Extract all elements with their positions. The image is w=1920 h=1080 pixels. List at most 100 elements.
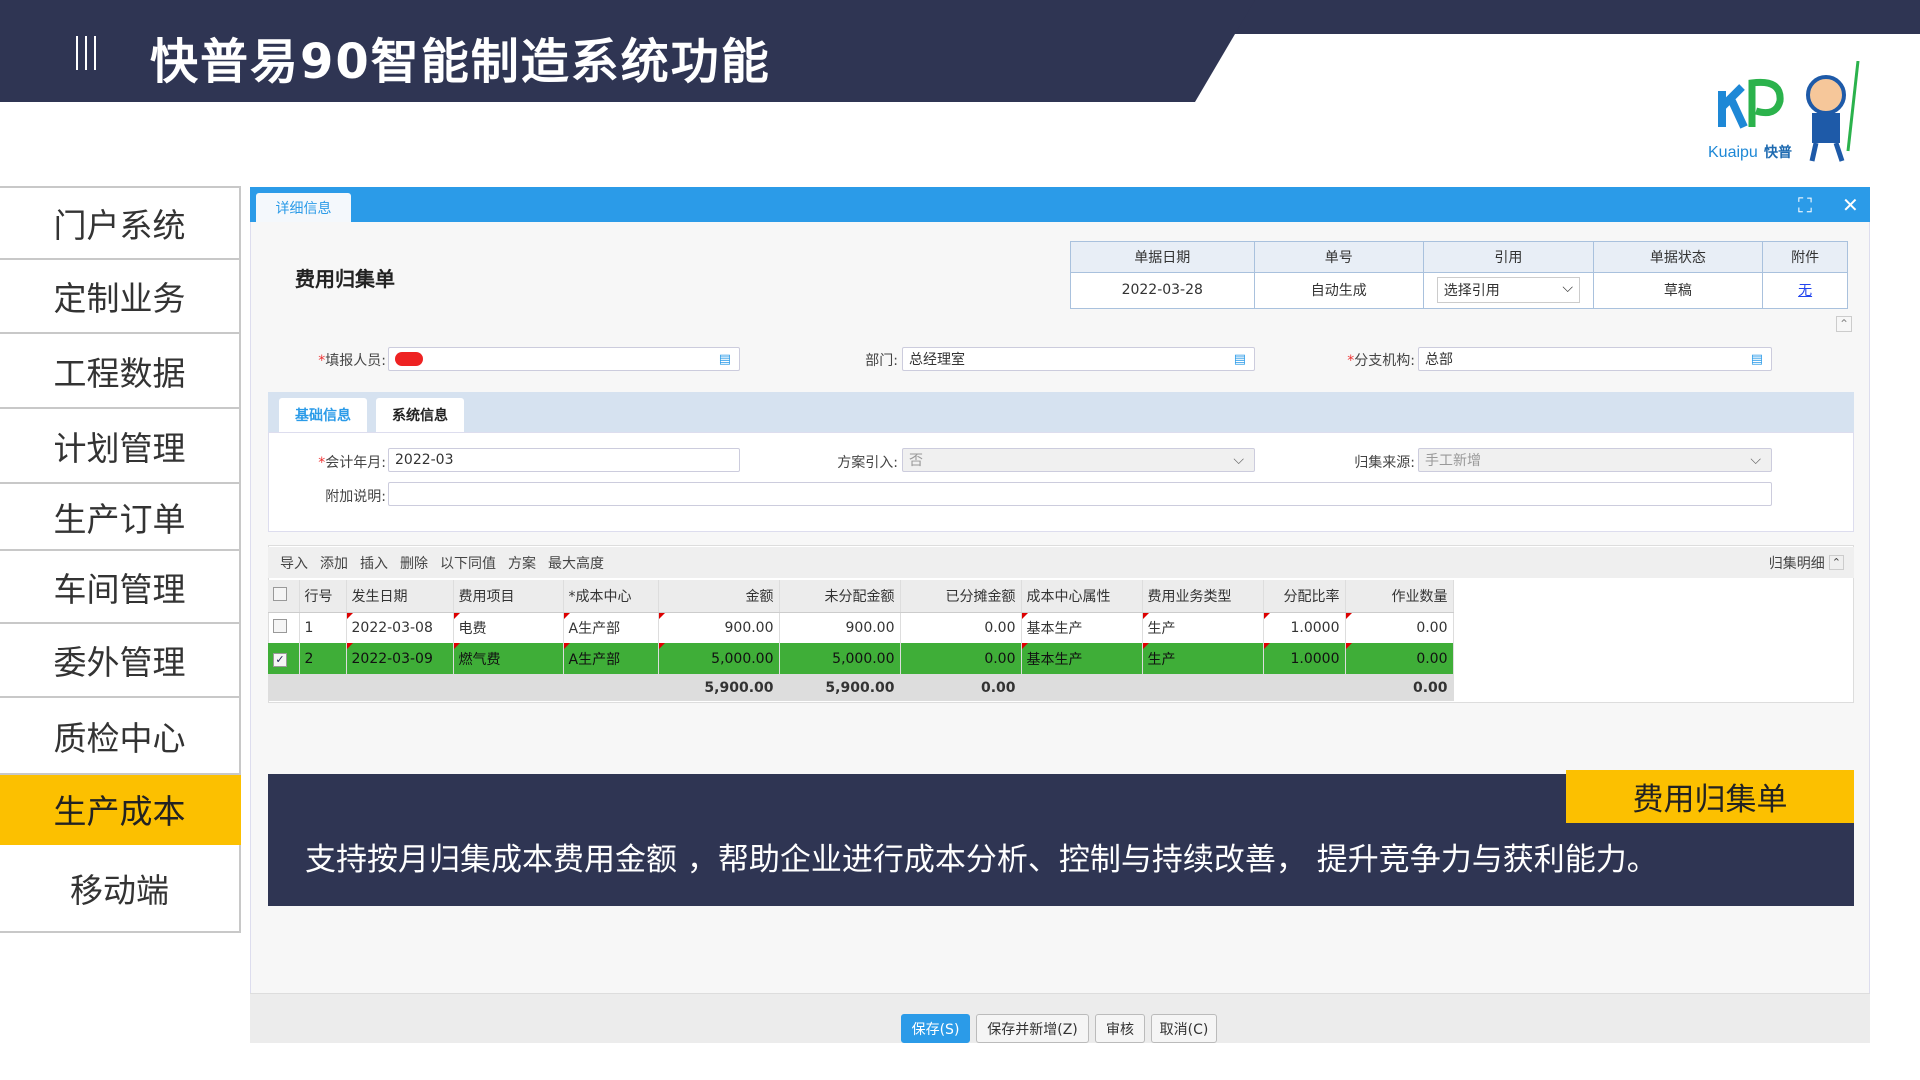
window-titlebar [250,187,1870,222]
checkbox-cell[interactable] [268,612,300,643]
note-label: 附加说明: [325,489,386,505]
table-cell[interactable]: 基本生产 [1021,612,1143,643]
table-cell[interactable]: 燃气费 [453,643,564,674]
source-label: 归集来源: [1354,455,1415,471]
dept-field[interactable]: 总经理室 ▤ [902,347,1255,371]
table-cell[interactable]: 900.00 [779,612,901,643]
table-cell[interactable]: 基本生产 [1021,643,1143,674]
column-header[interactable]: 行号 [299,580,347,613]
totals-cell: 0.00 [900,674,1022,701]
sidebar-item[interactable]: 委外管理 [0,624,241,698]
delete-button[interactable]: 删除 [400,555,428,572]
column-header[interactable]: 费用业务类型 [1142,580,1264,613]
table-cell[interactable]: 1.0000 [1263,643,1346,674]
import-button[interactable]: 导入 [280,555,308,572]
svg-text:Kuaipu: Kuaipu [1708,144,1758,161]
insert-button[interactable]: 插入 [360,555,388,572]
reference-select[interactable]: 选择引用 ⌵ [1424,272,1594,308]
table-cell[interactable]: 1.0000 [1263,612,1346,643]
fill-down-button[interactable]: 以下同值 [440,555,496,572]
table-cell[interactable]: A生产部 [563,612,659,643]
sidebar-item[interactable]: 质检中心 [0,698,241,775]
tab-system-info[interactable]: 系统信息 [376,398,464,432]
source-select[interactable]: 手工新增 ⌵ [1418,448,1772,472]
table-row[interactable]: ✓ 2 2022-03-09 燃气费 A生产部 5,000.00 5,000.00 0.00 基… [268,643,1454,674]
column-header[interactable]: 费用项目 [453,580,564,613]
table-cell[interactable]: 生产 [1142,643,1264,674]
table-cell[interactable]: 0.00 [900,612,1022,643]
grid-table-wrap: 行号 发生日期 费用项目 *成本中心 金额 未分配金额 已分摊金额 成本中心属性 费用业务类型分… [268,580,1454,701]
list-icon[interactable]: ▤ [1233,351,1246,367]
header-bar [0,0,1255,102]
checkbox-cell[interactable]: ✓ [268,643,300,674]
expand-icon[interactable]: ⛶ [1798,193,1812,217]
cancel-button[interactable]: 取消(C) [1151,1014,1217,1043]
list-icon[interactable]: ▤ [718,351,731,367]
column-header[interactable]: 已分摊金额 [900,580,1022,613]
scheme-button[interactable]: 方案 [508,555,536,572]
summary-header: 单号 [1254,242,1425,273]
add-button[interactable]: 添加 [320,555,348,572]
sidebar-item[interactable]: 移动端 [0,845,241,933]
save-and-new-button[interactable]: 保存并新增(Z) [976,1014,1089,1043]
sidebar-item[interactable]: 车间管理 [0,551,241,624]
sidebar-item[interactable]: 生产订单 [0,484,241,551]
tab-detail[interactable]: 详细信息 [256,193,351,222]
plan-label: 方案引入: [837,455,898,471]
table-cell[interactable]: 2022-03-09 [346,643,454,674]
table-cell[interactable]: 生产 [1142,612,1264,643]
table-cell[interactable]: 5,000.00 [779,643,901,674]
select-all-checkbox[interactable] [268,580,300,613]
list-icon[interactable]: ▤ [1750,351,1763,367]
collapse-icon[interactable]: ⌃ [1828,555,1844,570]
table-cell[interactable]: 0.00 [1345,643,1454,674]
column-header[interactable]: 成本中心属性 [1021,580,1143,613]
sidebar-item[interactable]: 生产成本 [0,775,241,845]
close-icon[interactable]: ✕ [1842,193,1859,217]
table-cell[interactable]: A生产部 [563,643,659,674]
column-header[interactable]: 分配比率 [1263,580,1346,613]
branch-label: *分支机构: [1347,353,1415,369]
collapse-icon[interactable]: ⌃ [1836,316,1853,332]
row-checkbox[interactable]: ✓ [273,652,287,667]
approve-button[interactable]: 审核 [1095,1014,1145,1043]
detail-label: 归集明细 [1768,555,1825,572]
sidebar-item[interactable]: 工程数据 [0,334,241,409]
table-row[interactable]: 1 2022-03-08 电费 A生产部 900.00 900.00 0.00 基本生产 生产 1… [268,612,1454,643]
column-header[interactable]: 作业数量 [1345,580,1454,613]
column-header[interactable]: 发生日期 [346,580,454,613]
tab-basic-info[interactable]: 基础信息 [279,398,367,432]
note-textarea[interactable] [388,482,1772,506]
attachment-link[interactable]: 无 [1798,283,1813,300]
period-label: *会计年月: [318,455,386,471]
sidebar-item[interactable]: 门户系统 [0,186,241,260]
row-checkbox[interactable] [273,618,287,633]
plan-select[interactable]: 否 ⌵ [902,448,1255,472]
table-cell[interactable]: 2 [299,643,347,674]
table-cell[interactable]: 2022-03-08 [346,612,454,643]
summary-header: 单据日期 [1071,242,1255,273]
sidebar-item[interactable]: 计划管理 [0,409,241,484]
reporter-label: *填报人员: [318,353,386,369]
column-header[interactable]: 未分配金额 [779,580,901,613]
doc-date: 2022-03-28 [1071,272,1255,308]
caption-tag: 费用归集单 [1566,770,1854,823]
save-button[interactable]: 保存(S) [901,1014,970,1043]
reporter-field[interactable]: ▤ [388,347,740,371]
table-cell[interactable]: 5,000.00 [658,643,780,674]
table-cell[interactable]: 900.00 [658,612,780,643]
table-cell[interactable]: 0.00 [1345,612,1454,643]
column-header[interactable]: *成本中心 [563,580,659,613]
chevron-down-icon: ⌵ [1233,452,1244,468]
branch-field[interactable]: 总部 ▤ [1418,347,1772,371]
totals-row: 5,900.00 5,900.00 0.00 0.00 [268,674,1454,701]
sidebar-item[interactable]: 定制业务 [0,260,241,334]
table-cell[interactable]: 电费 [453,612,564,643]
max-height-button[interactable]: 最大高度 [548,555,604,572]
table-cell[interactable]: 1 [299,612,347,643]
bars-icon [76,36,104,70]
column-header[interactable]: 金额 [658,580,780,613]
totals-cell: 0.00 [1345,674,1454,701]
table-cell[interactable]: 0.00 [900,643,1022,674]
period-field[interactable]: 2022-03 [388,448,740,472]
